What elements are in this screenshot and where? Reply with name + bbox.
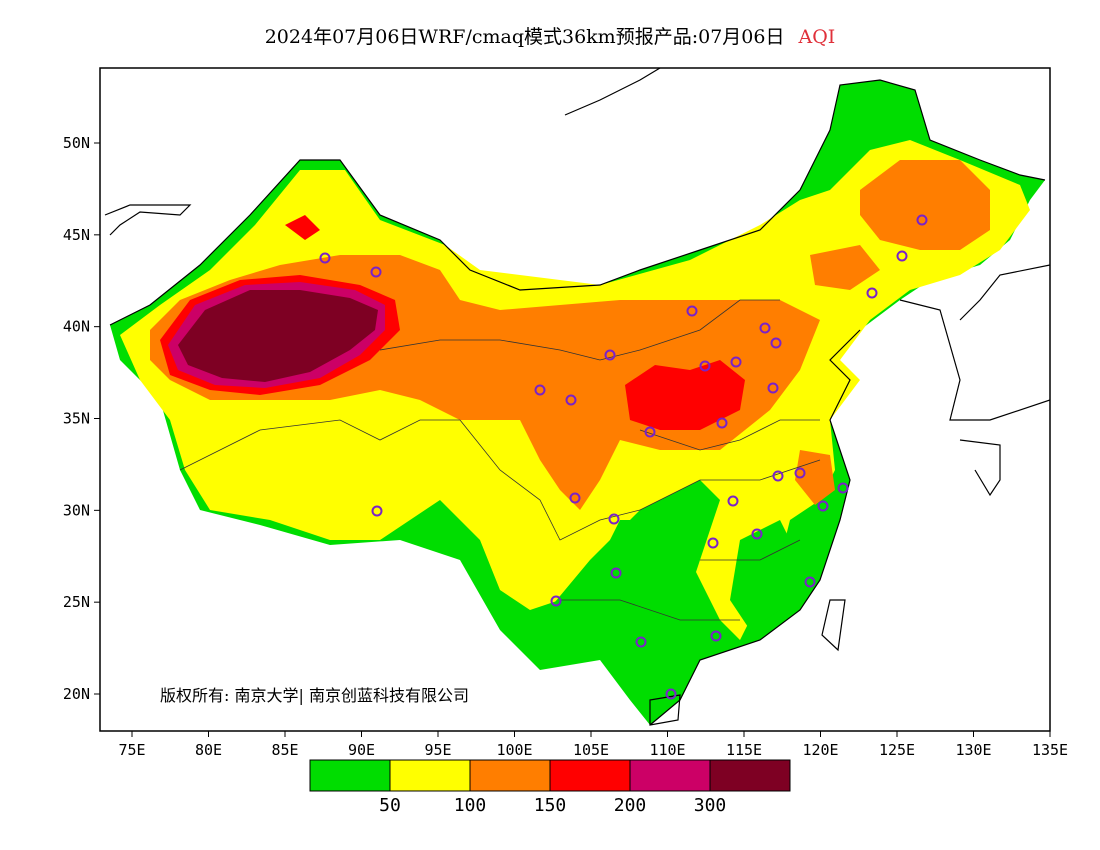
y-tick-label: 40N xyxy=(63,318,90,336)
x-tick-label: 100E xyxy=(496,741,532,759)
x-tick-label: 135E xyxy=(1032,741,1068,759)
station-marker xyxy=(665,688,677,700)
y-axis: 50N 45N 40N 35N 30N 25N 20N xyxy=(63,134,100,703)
legend-swatch xyxy=(709,759,791,792)
station-marker xyxy=(866,287,878,299)
y-tick-label: 50N xyxy=(63,134,90,152)
aqi-zone-orange-north xyxy=(810,245,880,290)
legend-label: 150 xyxy=(533,795,567,816)
title-field: AQI xyxy=(798,26,836,48)
x-tick-label: 75E xyxy=(118,741,145,759)
station-markers xyxy=(319,214,928,700)
legend-colorbar xyxy=(309,759,791,792)
province-borders xyxy=(179,299,821,621)
station-marker xyxy=(371,505,383,517)
x-tick-label: 130E xyxy=(955,741,991,759)
legend-swatch xyxy=(549,759,631,792)
aqi-zone-green-south xyxy=(540,480,720,660)
station-marker xyxy=(604,349,616,361)
station-marker xyxy=(534,384,546,396)
station-marker xyxy=(370,266,382,278)
station-marker xyxy=(804,576,816,588)
x-tick-label: 105E xyxy=(573,741,609,759)
station-marker xyxy=(319,252,331,264)
x-tick-label: 90E xyxy=(348,741,375,759)
aqi-zone-red-central xyxy=(625,360,745,430)
station-marker xyxy=(644,426,656,438)
station-marker xyxy=(610,567,622,579)
station-marker xyxy=(730,356,742,368)
x-axis: 75E 80E 85E 90E 95E 100E 105E 110E 115E 120E 125E 1… xyxy=(118,731,1068,759)
station-marker xyxy=(550,595,562,607)
aqi-field xyxy=(110,80,1045,725)
y-tick-label: 30N xyxy=(63,501,90,519)
station-marker xyxy=(916,214,928,226)
station-marker xyxy=(565,394,577,406)
station-marker xyxy=(608,513,620,525)
legend-swatch xyxy=(629,759,711,792)
map-title: 2024年07月06日WRF/cmaq模式36km预报产品:07月06日 AQI xyxy=(0,22,1100,49)
title-main: 2024年07月06日WRF/cmaq模式36km预报产品:07月06日 xyxy=(264,26,785,48)
aqi-zone-orange-northeast xyxy=(860,160,990,250)
y-tick-label: 25N xyxy=(63,593,90,611)
country-borders xyxy=(104,68,1050,726)
station-marker xyxy=(817,500,829,512)
station-marker xyxy=(727,495,739,507)
legend-label: 300 xyxy=(693,795,727,816)
aqi-zone-maroon xyxy=(178,290,378,382)
x-tick-label: 120E xyxy=(802,741,838,759)
aqi-zone-orange-east xyxy=(795,450,835,505)
station-marker xyxy=(686,305,698,317)
station-marker xyxy=(759,322,771,334)
aqi-zone-red-northwest xyxy=(285,215,320,240)
station-marker xyxy=(751,528,763,540)
station-marker xyxy=(716,417,728,429)
aqi-zone-green-southeast xyxy=(730,520,800,630)
legend-label: 100 xyxy=(453,795,487,816)
station-marker xyxy=(837,482,849,494)
x-tick-label: 125E xyxy=(879,741,915,759)
x-tick-label: 115E xyxy=(726,741,762,759)
station-marker xyxy=(770,337,782,349)
x-tick-label: 95E xyxy=(424,741,451,759)
y-tick-label: 35N xyxy=(63,410,90,428)
station-marker xyxy=(896,250,908,262)
station-marker xyxy=(772,470,784,482)
plot-frame xyxy=(99,67,1051,732)
x-tick-label: 80E xyxy=(195,741,222,759)
y-tick-label: 20N xyxy=(63,685,90,703)
copyright-text: 版权所有: 南京大学| 南京创蓝科技有限公司 xyxy=(160,686,469,705)
x-tick-label: 85E xyxy=(271,741,298,759)
station-marker xyxy=(767,382,779,394)
y-tick-label: 45N xyxy=(63,226,90,244)
legend-swatch xyxy=(309,759,391,792)
legend-label: 50 xyxy=(379,795,401,816)
legend-swatch xyxy=(469,759,551,792)
station-marker xyxy=(707,537,719,549)
legend-label: 200 xyxy=(613,795,647,816)
station-marker xyxy=(635,636,647,648)
station-marker xyxy=(569,492,581,504)
x-tick-label: 110E xyxy=(649,741,685,759)
station-marker xyxy=(710,630,722,642)
station-marker xyxy=(699,360,711,372)
station-marker xyxy=(794,467,806,479)
legend-swatch xyxy=(389,759,471,792)
